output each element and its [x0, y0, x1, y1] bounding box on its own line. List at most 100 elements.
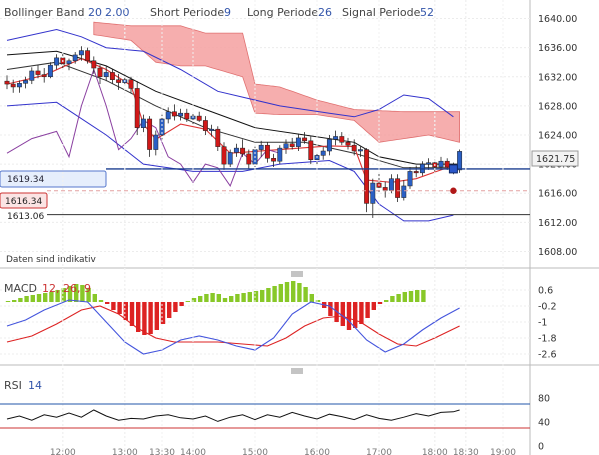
- macd-histogram-bar: [160, 302, 166, 324]
- macd-histogram-bar: [74, 284, 79, 302]
- candle: [339, 132, 345, 146]
- candle: [159, 114, 165, 140]
- macd-histogram-bar: [167, 302, 172, 318]
- macd-histogram-bar: [315, 300, 321, 302]
- candle: [171, 104, 177, 121]
- candle-body: [289, 143, 295, 147]
- red-marker: [450, 187, 457, 194]
- candle: [16, 80, 22, 93]
- macd-histogram-bar: [272, 286, 277, 302]
- macd-histogram-bar: [353, 302, 358, 328]
- macd-histogram-bar: [12, 300, 17, 302]
- candle-body: [202, 120, 208, 131]
- macd-histogram-bar: [117, 302, 122, 314]
- candle: [438, 156, 444, 170]
- candle-body: [29, 70, 35, 81]
- candle-body: [426, 162, 432, 165]
- rsi-panel[interactable]: 80 40 0: [0, 0, 550, 453]
- macd-histogram-bar: [229, 296, 234, 302]
- candle: [91, 56, 97, 74]
- macd-tick-label: 0.6: [538, 286, 553, 297]
- macd-histogram-bar: [291, 281, 296, 302]
- price-tag-black: 1613.06: [7, 212, 44, 222]
- candle-body: [302, 137, 308, 142]
- candle-body: [345, 142, 351, 146]
- candle: [264, 142, 270, 163]
- candle-body: [184, 112, 190, 120]
- candle: [258, 140, 264, 157]
- macd-histogram-bar: [408, 291, 414, 302]
- candle-body: [308, 140, 314, 160]
- macd-histogram-bar: [61, 288, 66, 302]
- candle: [295, 133, 301, 152]
- macd-histogram-bar: [105, 302, 110, 304]
- candle-body: [178, 112, 184, 117]
- macd-histogram-bar: [377, 302, 383, 304]
- candle: [240, 139, 246, 157]
- candle-body: [54, 57, 60, 66]
- candle-body: [165, 111, 171, 120]
- candle-body: [271, 158, 277, 162]
- candle: [407, 167, 413, 189]
- candle-body: [357, 149, 363, 152]
- macd-histogram-bar: [24, 296, 29, 302]
- candle: [221, 142, 227, 170]
- candle-body: [283, 143, 289, 149]
- macd-histogram-bar: [359, 302, 364, 324]
- macd-histogram-bar: [340, 302, 345, 326]
- macd-histogram-bar: [98, 300, 104, 302]
- candle: [72, 52, 78, 64]
- macd-histogram-bar: [309, 294, 314, 302]
- macd-histogram-bar: [371, 302, 376, 310]
- macd-tick-label: -1.8: [538, 334, 557, 345]
- candle-body: [159, 118, 165, 136]
- macd-histogram-bar: [241, 293, 246, 302]
- candle-body: [78, 50, 84, 56]
- indicative-notice: Daten sind indikativ: [6, 255, 97, 265]
- candle-body: [240, 147, 246, 155]
- candle: [103, 66, 109, 82]
- panel-resize-handle[interactable]: [290, 368, 304, 375]
- header-long-label: Long Periode: [247, 6, 318, 19]
- candle-body: [41, 74, 47, 78]
- macd-histogram-bar: [49, 292, 54, 302]
- candle: [401, 180, 407, 201]
- candle: [116, 73, 122, 90]
- candle-body: [444, 160, 450, 168]
- candle: [134, 81, 140, 135]
- candle: [140, 114, 146, 133]
- macd-histogram-bar: [346, 302, 352, 330]
- time-tick-label: 17:00: [366, 448, 392, 455]
- candle-body: [140, 118, 146, 128]
- price-tag-blue[interactable]: 1619.34: [0, 170, 107, 188]
- macd-histogram-bar: [142, 302, 147, 335]
- candle-body: [227, 152, 233, 165]
- panel-resize-handle[interactable]: [290, 271, 304, 278]
- candle-body: [153, 134, 159, 150]
- candle: [271, 153, 277, 168]
- candle: [66, 58, 72, 71]
- candle: [413, 165, 419, 178]
- candle: [35, 65, 41, 79]
- candle-body: [221, 146, 227, 165]
- candle-body: [209, 128, 215, 131]
- candle-body: [364, 149, 370, 204]
- price-tag-red[interactable]: 1616.34: [0, 192, 48, 209]
- kijun-line: [6, 50, 460, 165]
- macd-histogram-bar: [216, 294, 221, 302]
- candle-body: [320, 150, 326, 156]
- macd-histogram-bar: [222, 298, 228, 302]
- candle-body: [326, 139, 332, 152]
- candle: [364, 148, 370, 213]
- candle-body: [10, 83, 16, 88]
- candle: [147, 116, 153, 157]
- candle: [47, 62, 53, 79]
- candle: [128, 76, 134, 93]
- macd-histogram-bar: [30, 295, 35, 302]
- macd-histogram-bar: [402, 292, 407, 302]
- candle-body: [382, 187, 388, 191]
- candle-body: [407, 171, 413, 187]
- macd-histogram-bar: [179, 302, 184, 306]
- macd-histogram-bar: [111, 302, 116, 310]
